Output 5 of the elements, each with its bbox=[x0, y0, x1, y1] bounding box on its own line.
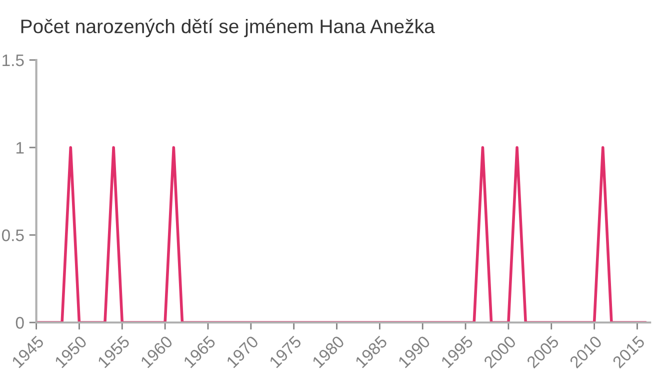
chart-title: Počet narozených dětí se jménem Hana Anežka bbox=[21, 18, 435, 38]
y-tick-label: 1 bbox=[16, 142, 24, 154]
y-tick-label: 1.5 bbox=[2, 54, 24, 66]
y-tick-label: 0 bbox=[16, 316, 24, 329]
y-tick-label: 0.5 bbox=[2, 229, 24, 242]
